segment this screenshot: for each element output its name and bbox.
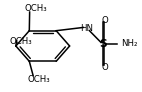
Text: OCH₃: OCH₃ (25, 4, 48, 13)
Text: O: O (102, 63, 108, 72)
Text: OCH₃: OCH₃ (28, 75, 50, 84)
Text: OCH₃: OCH₃ (10, 37, 32, 46)
Text: NH₂: NH₂ (121, 39, 138, 48)
Text: O: O (102, 16, 108, 25)
Text: HN: HN (80, 24, 93, 33)
Text: S: S (100, 39, 107, 49)
